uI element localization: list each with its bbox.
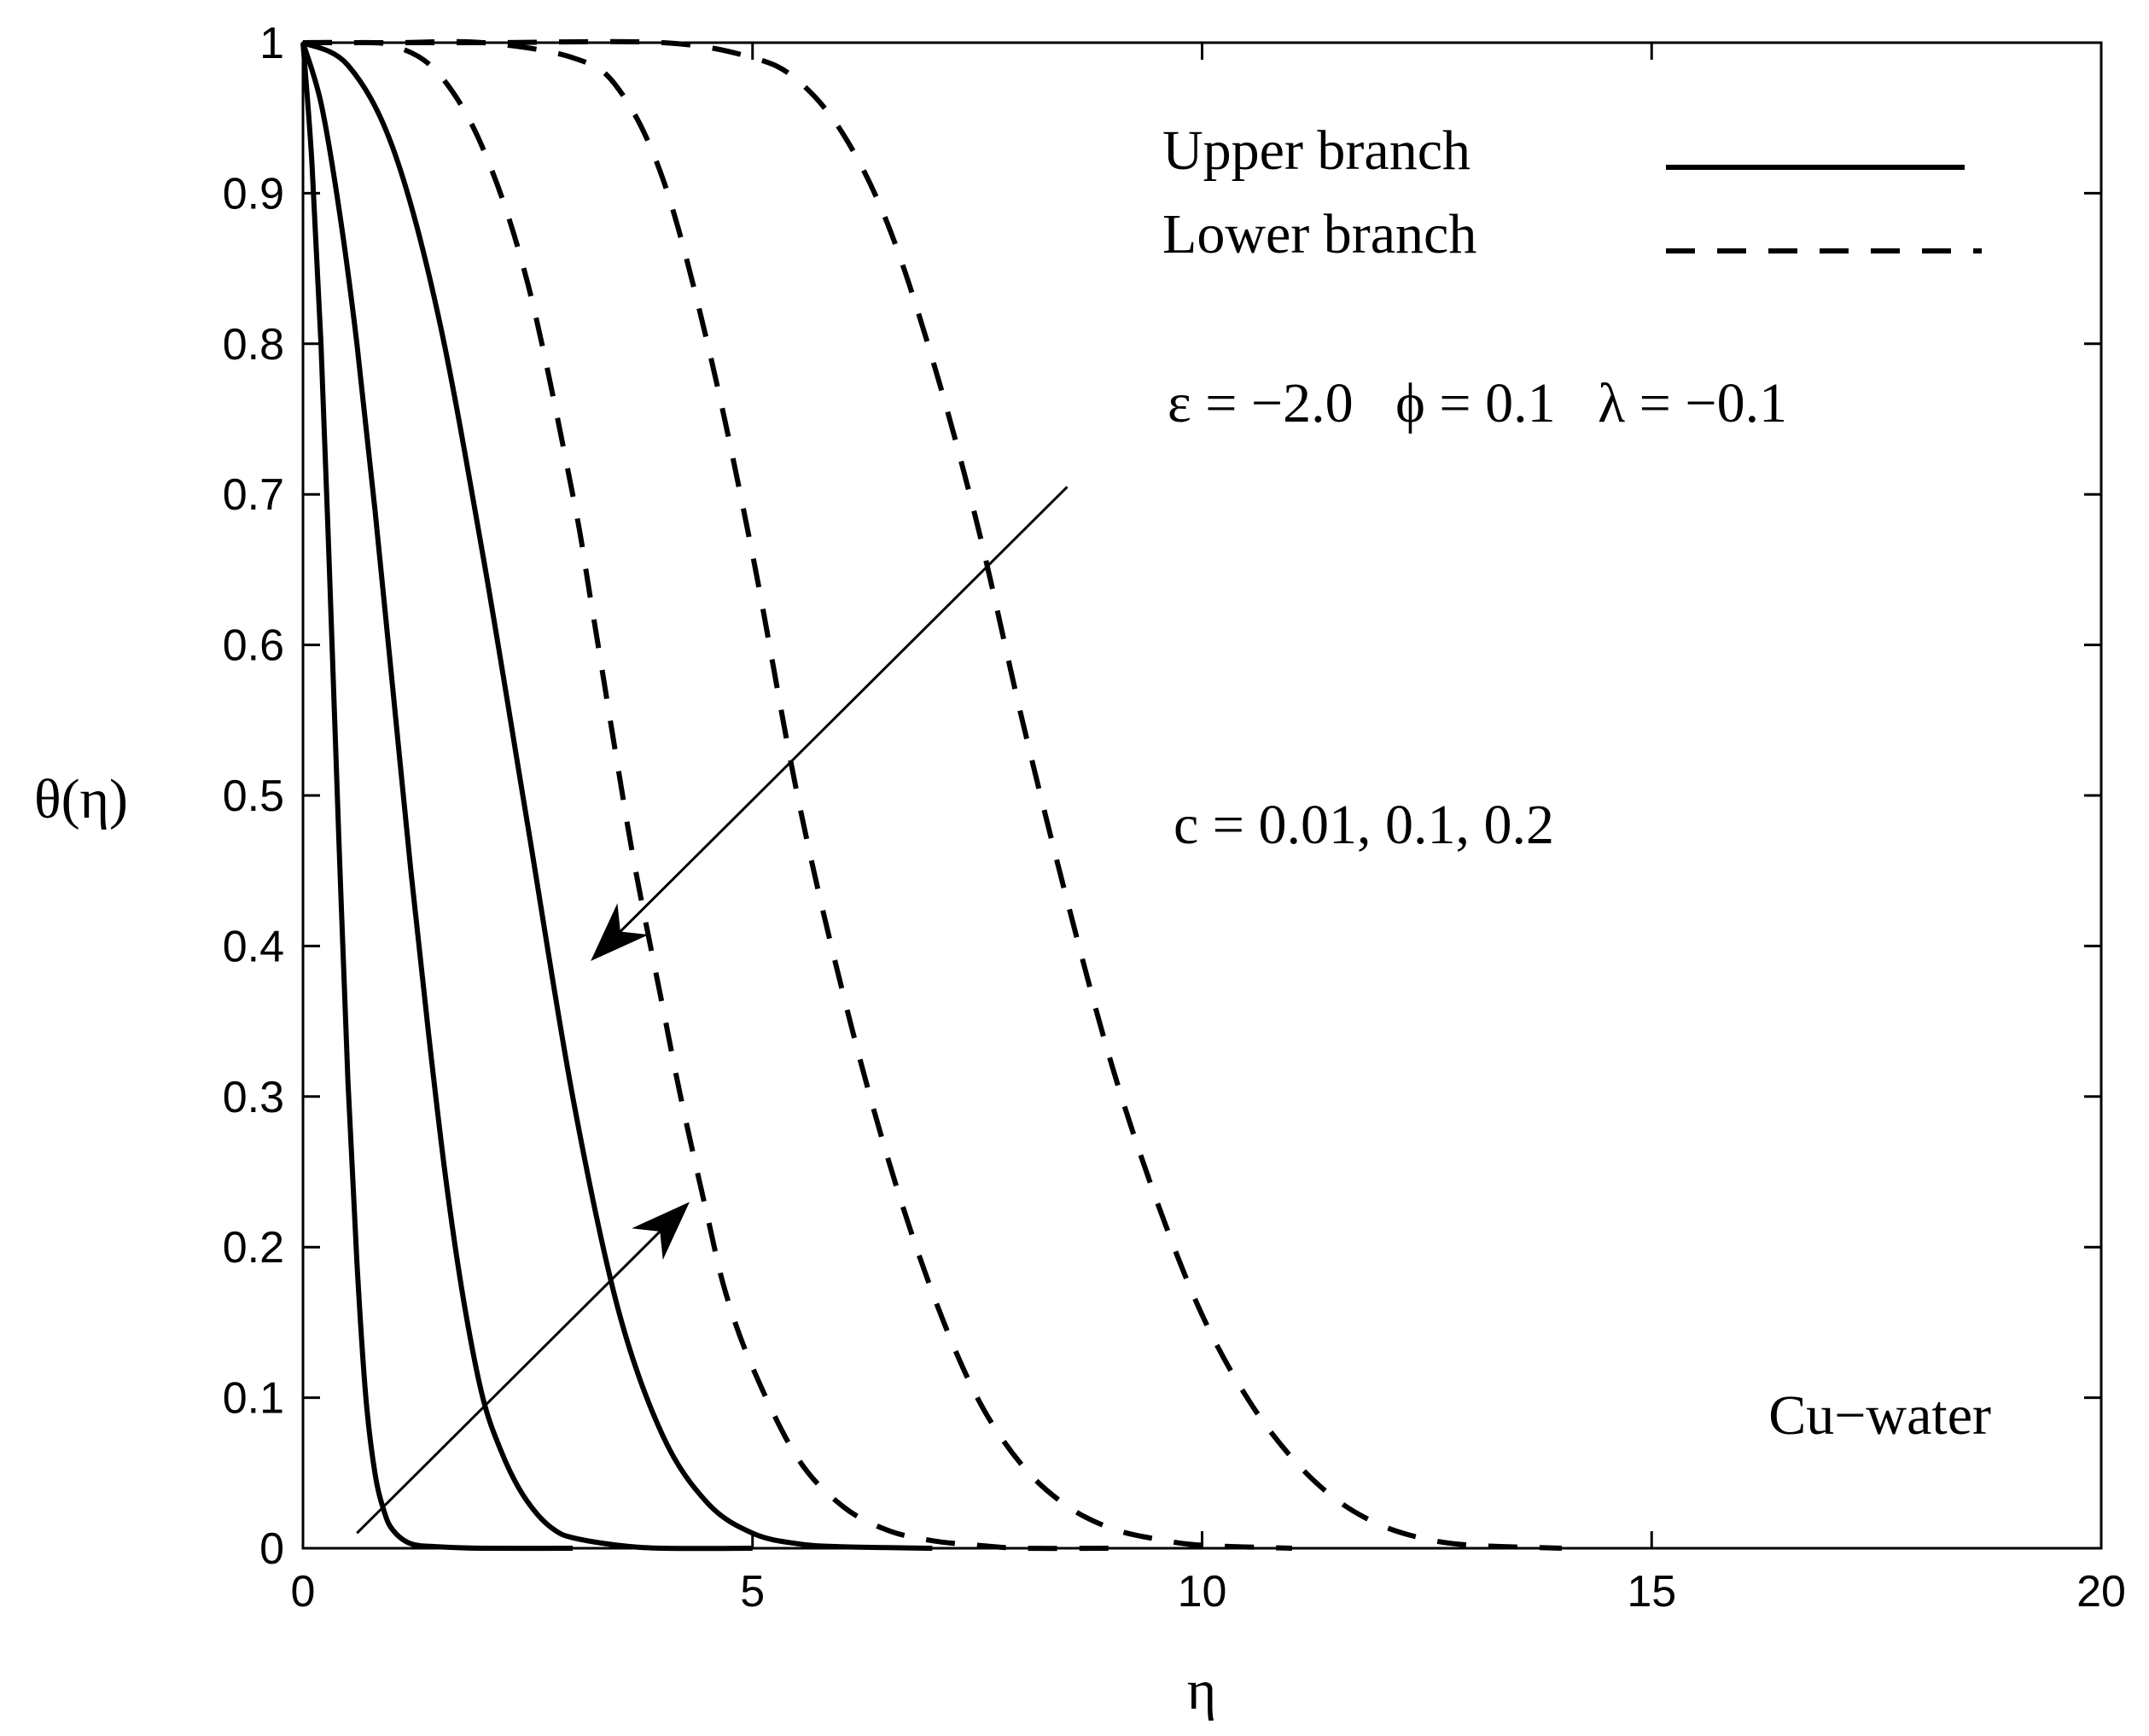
ticks-layer: 0 5 10 15 20 0 0.1 0.2 0.3 0.4 0.5 0.6 0.7 0.8 0.9 1 xyxy=(223,19,2126,1617)
y-tick-label: 1 xyxy=(259,19,284,68)
arrows-layer xyxy=(356,486,1069,1535)
y-tick-label: 0.8 xyxy=(223,320,284,370)
x-tick-label: 20 xyxy=(2076,1567,2126,1617)
series-line-upper-1 xyxy=(300,42,574,1552)
x-tick-label: 5 xyxy=(740,1567,765,1617)
y-tick-label: 0.2 xyxy=(223,1223,284,1273)
series-line-upper-3 xyxy=(301,40,933,1551)
series-line-lower-4 xyxy=(302,39,1113,1552)
y-tick-label: 0.3 xyxy=(223,1073,284,1122)
arrow-head-1 xyxy=(591,903,649,961)
y-tick-label: 0.6 xyxy=(223,621,284,671)
legend-label-lower: Lower branch xyxy=(1162,203,1476,265)
series-line-lower-5 xyxy=(303,38,1293,1551)
y-tick-label: 0 xyxy=(259,1524,284,1574)
arrow-shaft-2 xyxy=(356,1230,661,1535)
y-axis-label: θ(η) xyxy=(34,768,128,830)
series-line-lower-6 xyxy=(303,38,1563,1551)
y-tick-label: 0.4 xyxy=(223,922,284,971)
y-tick-label: 0.7 xyxy=(223,470,284,520)
x-tick-label: 10 xyxy=(1178,1567,1227,1617)
series-line-upper-2 xyxy=(300,42,753,1552)
curves-layer xyxy=(300,38,1563,1552)
x-tick-label: 0 xyxy=(291,1567,316,1617)
legend: Upper branch Lower branch xyxy=(1162,119,1982,265)
x-tick-label: 15 xyxy=(1627,1567,1676,1617)
c-values-annotation: c = 0.01, 0.1, 0.2 xyxy=(1174,794,1554,856)
arrow-head-2 xyxy=(632,1202,690,1261)
legend-label-upper: Upper branch xyxy=(1162,119,1471,182)
arrow-shaft-1 xyxy=(619,486,1069,933)
y-tick-label: 0.1 xyxy=(223,1374,284,1424)
y-tick-label: 0.9 xyxy=(223,169,284,218)
parameters-annotation: ε = −2.0 ϕ = 0.1 λ = −0.1 xyxy=(1168,372,1787,434)
x-axis-label: η xyxy=(1187,1659,1217,1721)
y-tick-label: 0.5 xyxy=(223,772,284,821)
fluid-annotation: Cu−water xyxy=(1768,1384,1991,1447)
